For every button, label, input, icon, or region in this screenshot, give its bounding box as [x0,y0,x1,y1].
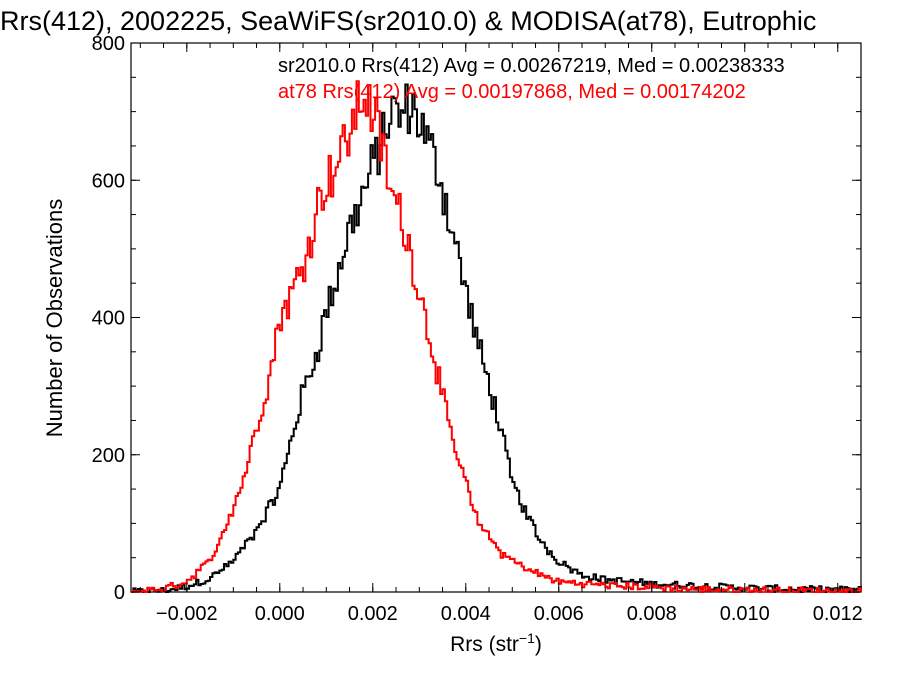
chart-title: Rrs(412), 2002225, SeaWiFS(sr2010.0) & M… [0,6,816,36]
x-tick-label: 0.000 [255,603,305,625]
series-line-at78 [131,80,862,593]
y-tick-label: 0 [114,582,125,604]
plot-area-border [130,42,862,593]
x-tick-label: 0.012 [813,603,863,625]
y-tick-label: 600 [92,170,125,192]
x-tick-label: 0.010 [720,603,770,625]
y-tick-label: 800 [92,33,125,55]
x-axis-label: Rrs (str−1) [450,630,542,656]
legend-entry-at78: at78 Rrs(412) Avg = 0.00197868, Med = 0.… [278,81,746,103]
series-layer [131,80,862,593]
x-tick-label: 0.006 [534,603,584,625]
series-line-sr2010-0 [131,83,862,593]
y-tick-label: 400 [92,308,125,330]
y-tick-label: 200 [92,445,125,467]
legend-entry-sr2010: sr2010.0 Rrs(412) Avg = 0.00267219, Med … [278,55,785,77]
x-tick-label: 0.002 [348,603,398,625]
y-axis-label: Number of Observations [42,199,67,437]
plot-frame [130,42,862,593]
axis-ticks: −0.002 0.000 0.002 0.004 0.006 0.008 0.010 0.01… [92,33,863,625]
x-tick-label: −0.002 [156,603,218,625]
x-tick-label: 0.004 [441,603,491,625]
x-tick-label: 0.008 [627,603,677,625]
